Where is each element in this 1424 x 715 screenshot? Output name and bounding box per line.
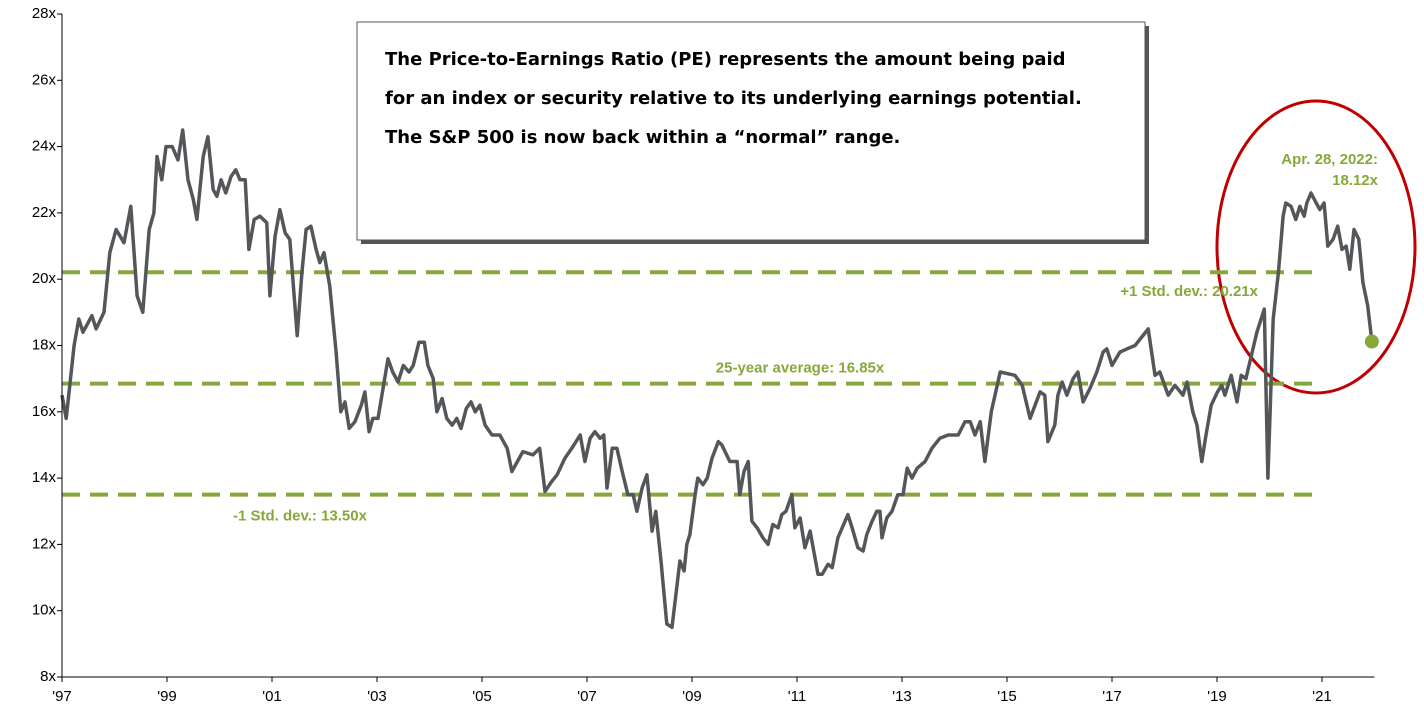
end-label: 18.12x bbox=[1332, 172, 1379, 189]
x-tick-label: '19 bbox=[1207, 688, 1227, 705]
y-tick-label: 16x bbox=[32, 403, 57, 420]
reference-label: +1 Std. dev.: 20.21x bbox=[1120, 283, 1258, 300]
highlight-ellipse bbox=[1215, 99, 1417, 395]
y-tick-label: 26x bbox=[32, 71, 57, 88]
note-line: The Price-to-Earnings Ratio (PE) represe… bbox=[385, 49, 1066, 70]
x-tick-label: '09 bbox=[682, 688, 702, 705]
x-tick-label: '15 bbox=[997, 688, 1017, 705]
x-tick-label: '21 bbox=[1312, 688, 1332, 705]
y-tick-label: 12x bbox=[32, 535, 57, 552]
end-label: Apr. 28, 2022: bbox=[1281, 151, 1378, 168]
x-tick-label: '01 bbox=[262, 688, 282, 705]
x-tick-label: '17 bbox=[1102, 688, 1122, 705]
end-point bbox=[1364, 334, 1379, 349]
y-tick-label: 14x bbox=[32, 469, 57, 486]
note-line: The S&P 500 is now back within a “normal… bbox=[385, 127, 900, 148]
y-tick-label: 18x bbox=[32, 336, 57, 353]
x-tick-label: '97 bbox=[52, 688, 72, 705]
x-tick-label: '13 bbox=[892, 688, 912, 705]
note-line: for an index or security relative to its… bbox=[385, 88, 1082, 109]
x-tick-label: '07 bbox=[577, 688, 597, 705]
y-tick-label: 24x bbox=[32, 138, 57, 155]
y-tick-label: 10x bbox=[32, 602, 57, 619]
pe-line bbox=[60, 128, 1374, 630]
y-tick-label: 28x bbox=[32, 5, 57, 22]
x-tick-label: '11 bbox=[788, 688, 806, 705]
x-tick-label: '99 bbox=[157, 688, 177, 705]
note-box bbox=[356, 21, 1146, 241]
reference-label: -1 Std. dev.: 13.50x bbox=[233, 508, 368, 525]
x-tick-label: '05 bbox=[472, 688, 492, 705]
y-tick-label: 22x bbox=[32, 204, 57, 221]
reference-label: 25-year average: 16.85x bbox=[716, 360, 885, 377]
x-tick-label: '03 bbox=[367, 688, 387, 705]
y-tick-label: 8x bbox=[40, 668, 56, 685]
y-tick-label: 20x bbox=[32, 270, 57, 287]
